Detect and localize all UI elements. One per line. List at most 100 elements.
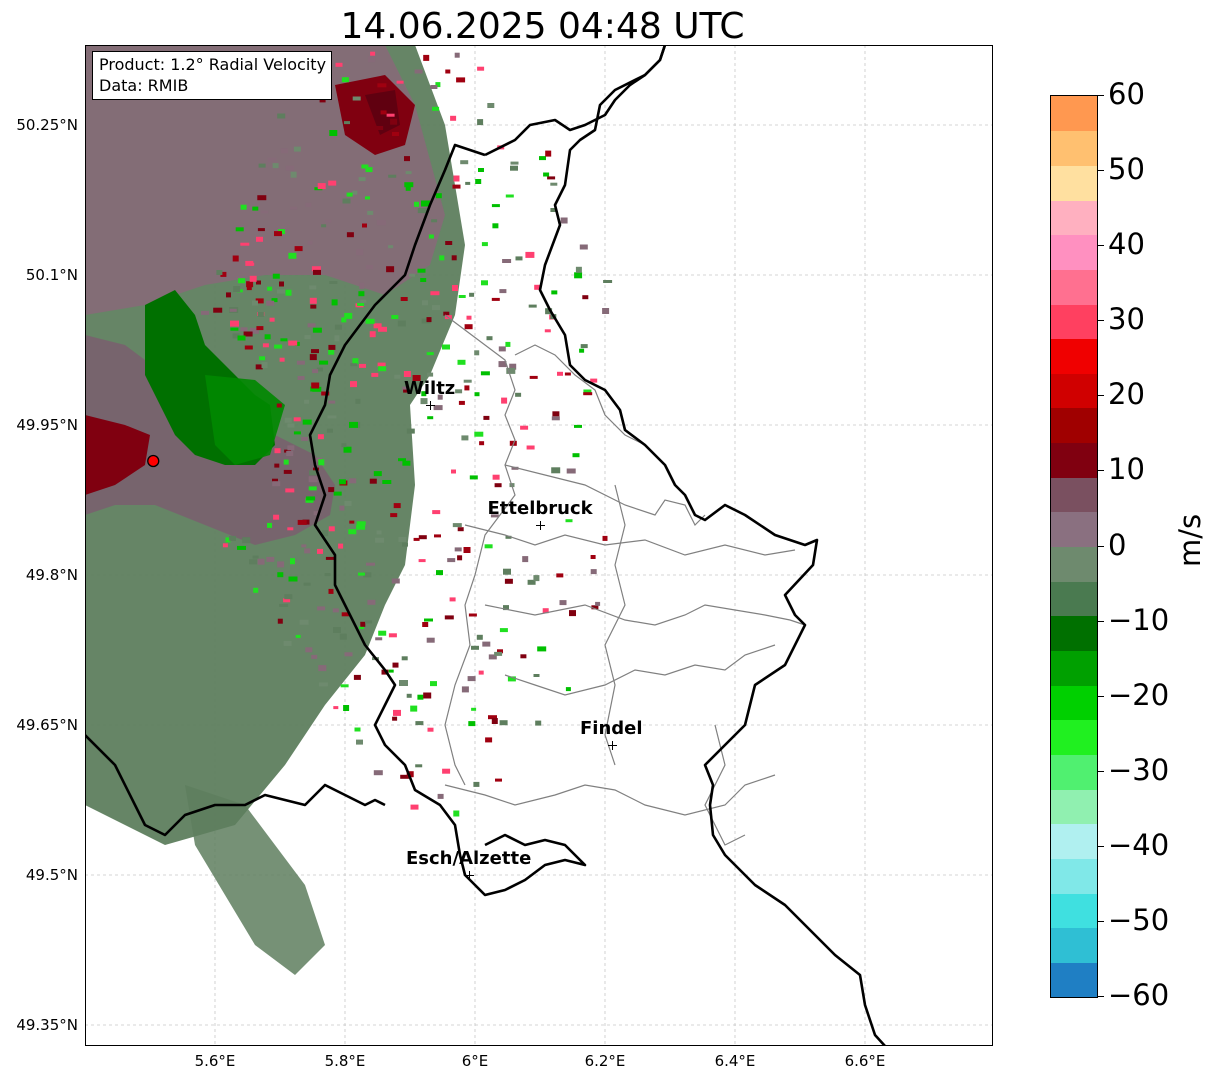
echo-cell	[412, 375, 421, 381]
echo-cell	[430, 291, 440, 296]
echo-cell	[274, 231, 282, 237]
echo-cell	[474, 431, 484, 437]
colorbar-segment	[1051, 685, 1097, 721]
echo-cell	[334, 335, 340, 342]
echo-cell	[309, 297, 317, 304]
echo-cell	[333, 627, 341, 633]
colorbar-tick-label: −40	[1108, 827, 1170, 862]
colorbar-tick-label: 10	[1108, 452, 1145, 487]
echo-cell	[537, 646, 547, 652]
echo-cell	[469, 475, 478, 480]
echo-cell	[559, 600, 567, 606]
echo-cell	[388, 245, 394, 249]
echo-cell	[321, 224, 327, 228]
x-tick-label: 6.4°E	[714, 1052, 756, 1070]
echo-cell	[565, 519, 573, 523]
echo-cell	[504, 578, 513, 584]
echo-cell	[454, 52, 460, 58]
colorbar-tick	[1097, 395, 1104, 397]
echo-cell	[324, 573, 331, 577]
echo-cell	[257, 558, 265, 565]
city-label: Ettelbruck	[487, 498, 593, 519]
echo-cell	[359, 626, 365, 630]
echo-cell	[290, 206, 298, 210]
echo-cell	[533, 575, 540, 582]
echo-cell	[410, 705, 418, 712]
echo-cell	[344, 312, 353, 319]
echo-cell	[432, 510, 441, 515]
echo-cell	[340, 684, 349, 688]
echo-cell	[491, 297, 500, 301]
echo-cell	[328, 349, 335, 355]
colorbar-tick-label: −30	[1108, 752, 1170, 787]
echo-cell	[401, 656, 408, 661]
echo-cell	[237, 335, 246, 341]
echo-cell	[505, 341, 511, 347]
echo-cell	[328, 344, 336, 350]
colorbar-tick	[1097, 170, 1104, 172]
echo-cell	[572, 453, 580, 458]
echo-cell	[590, 378, 598, 383]
echo-cell	[243, 331, 253, 337]
echo-cell	[380, 110, 387, 115]
echo-cell	[544, 329, 551, 333]
echo-cell	[274, 448, 281, 454]
echo-cell	[311, 266, 321, 272]
echo-cell	[266, 556, 275, 562]
echo-cell	[552, 411, 560, 417]
echo-cell	[556, 573, 564, 578]
echo-cell	[285, 488, 295, 493]
echo-cell	[299, 619, 309, 625]
echo-cell	[297, 376, 305, 380]
colorbar-tick	[1097, 695, 1104, 697]
x-tick-label: 6°E	[461, 1052, 489, 1070]
echo-cell	[353, 674, 361, 680]
echo-cell	[277, 289, 285, 294]
echo-cell	[349, 520, 355, 524]
echo-cell	[259, 356, 266, 361]
echo-cell	[415, 764, 423, 768]
echo-cell	[308, 486, 317, 491]
y-tick-label: 50.25°N	[16, 116, 78, 134]
x-tick-label: 6.6°E	[844, 1052, 886, 1070]
echo-cell	[296, 360, 305, 365]
echo-cell	[551, 467, 561, 474]
echo-cell	[458, 295, 466, 298]
echo-cell	[509, 363, 517, 370]
colorbar-tick	[1097, 470, 1104, 472]
echo-cell	[342, 198, 351, 204]
country-borders	[85, 45, 886, 1046]
echo-cell	[392, 716, 398, 721]
echo-cell	[442, 768, 451, 774]
echo-cell	[432, 305, 440, 311]
echo-cell	[426, 352, 434, 356]
echo-cell	[309, 354, 317, 361]
echo-cell	[409, 273, 416, 277]
echo-cell	[551, 416, 560, 421]
echo-cell	[456, 77, 466, 83]
echo-cell	[358, 572, 365, 576]
echo-cell	[246, 281, 254, 288]
echo-cell	[405, 186, 411, 191]
echo-cell	[338, 543, 344, 549]
echo-cell	[341, 317, 347, 323]
echo-cell	[443, 311, 450, 316]
colorbar-segment	[1051, 477, 1097, 513]
echo-cell	[355, 398, 361, 404]
colorbar-segment	[1051, 927, 1097, 963]
echo-cell	[418, 559, 426, 563]
echo-cell	[590, 569, 597, 575]
echo-cell	[499, 720, 508, 726]
echo-cell	[579, 348, 585, 353]
echo-cell	[349, 421, 358, 428]
echo-cell	[510, 165, 518, 171]
echo-cell	[272, 481, 281, 487]
colorbar-segment	[1051, 581, 1097, 617]
echo-cell	[377, 362, 386, 367]
colorbar-segment	[1051, 269, 1097, 305]
echo-cell	[264, 334, 271, 340]
echo-cell	[505, 194, 514, 198]
echo-cell	[602, 535, 608, 541]
echo-cell	[325, 219, 332, 223]
echo-cell	[311, 382, 320, 389]
